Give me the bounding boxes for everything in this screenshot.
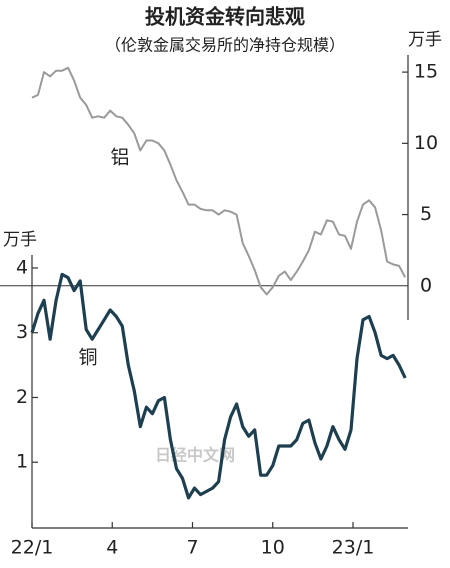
x-tick-label: 23/1 <box>332 537 375 559</box>
y2-tick-label: 0 <box>420 274 432 296</box>
chart-title: 投机资金转向悲观 <box>145 5 305 29</box>
x-tick-label: 7 <box>186 537 198 559</box>
y2-tick-label: 15 <box>414 61 438 83</box>
y2-tick-label: 5 <box>420 203 432 225</box>
y-tick-label: 3 <box>16 321 28 343</box>
x-tick-label: 10 <box>261 537 285 559</box>
y-tick-label: 4 <box>16 256 28 278</box>
x-tick-label: 22/1 <box>11 537 54 559</box>
series-line <box>30 272 407 500</box>
y2-axis-label: 万手 <box>408 30 442 50</box>
series-label: 铜 <box>78 347 97 369</box>
chart-subtitle: （伦敦金属交易所的净持仓规模） <box>105 36 345 55</box>
series-label: 铝 <box>110 147 129 169</box>
x-tick-label: 4 <box>106 537 118 559</box>
series-line <box>31 66 407 296</box>
y-axis-label: 万手 <box>3 230 37 250</box>
y-tick-label: 2 <box>16 386 28 408</box>
y-tick-label: 1 <box>16 451 28 473</box>
y2-tick-label: 10 <box>414 132 438 154</box>
